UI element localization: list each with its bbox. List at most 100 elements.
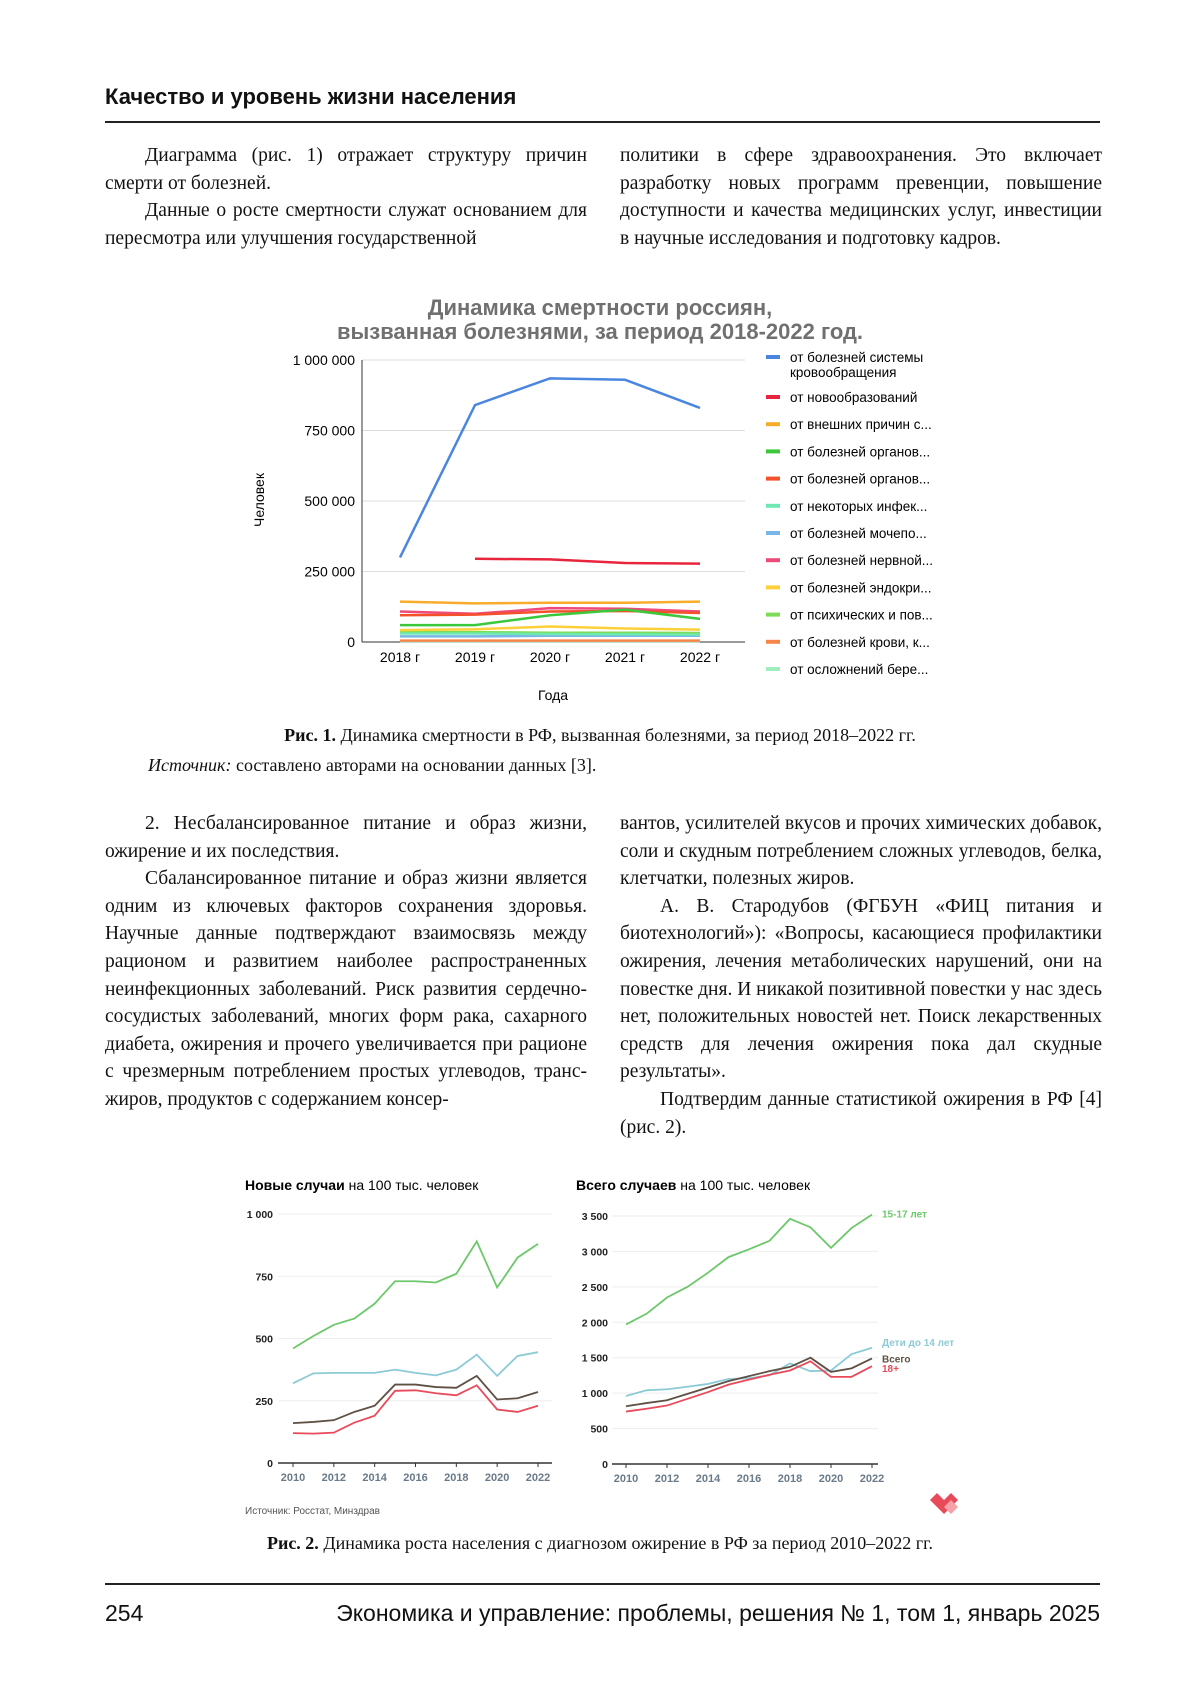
legend-label: от болезней мочепо... (790, 526, 927, 541)
source-text: составлено авторами на основании данных … (231, 755, 596, 775)
x-tick-label: 2018 (444, 1472, 468, 1484)
x-tick-label: 2016 (737, 1473, 761, 1485)
paragraph: Диаграмма (рис. 1) отражает структуру пр… (105, 142, 587, 197)
legend-label: от болезней органов... (790, 444, 930, 459)
series-line (626, 1215, 872, 1325)
legend-label: от болезней нервной... (790, 553, 933, 568)
series-line (400, 636, 700, 637)
chart-title: вызванная болезнями, за период 2018-2022… (337, 319, 863, 344)
paragraph: А. В. Стародубов (ФГБУН «ФИЦ питания и б… (620, 893, 1102, 1086)
legend-label: от осложнений бере... (790, 662, 928, 677)
x-tick-label: 2018 г (380, 649, 420, 665)
y-tick-label: 2 500 (582, 1282, 608, 1294)
y-tick-label: 0 (347, 634, 355, 650)
figure1-source: Источник: составлено авторами на основан… (148, 755, 596, 776)
y-tick-label: 1 000 (247, 1209, 273, 1221)
panel-title-rest: на 100 тыс. человек (345, 1177, 480, 1193)
x-tick-label: 2020 (485, 1472, 509, 1484)
legend-label: от болезней системы (790, 350, 923, 365)
panel-title-bold: Новые случаи (245, 1177, 345, 1193)
series-line (293, 1241, 538, 1348)
y-tick-label: 1 000 (582, 1388, 608, 1400)
y-tick-label: 250 (255, 1396, 273, 1408)
chart-title: Динамика смертности россиян, (428, 295, 772, 320)
top-right-column: политики в сфере здравоохранения. Это вк… (620, 142, 1102, 252)
x-tick-label: 2022 (526, 1472, 550, 1484)
legend-label: кровообращения (790, 365, 896, 380)
series-label: Дети до 14 лет (882, 1338, 954, 1349)
caption-label: Рис. 1. (284, 725, 336, 745)
y-tick-label: 500 (590, 1424, 608, 1436)
series-line (293, 1376, 538, 1423)
x-tick-label: 2020 г (530, 649, 570, 665)
series-line (293, 1385, 538, 1433)
paragraph: политики в сфере здравоохранения. Это вк… (620, 142, 1102, 252)
caption-label: Рис. 2. (267, 1533, 319, 1553)
journal-title: Экономика и управление: проблемы, решени… (336, 1600, 1100, 1627)
series-line (400, 602, 700, 604)
series-line (400, 378, 700, 557)
figure2-caption: Рис. 2. Динамика роста населения с диагн… (0, 1533, 1200, 1554)
x-tick-label: 2018 (778, 1473, 802, 1485)
y-tick-label: 3 500 (582, 1211, 608, 1223)
x-tick-label: 2012 (322, 1472, 346, 1484)
y-tick-label: 2 000 (582, 1317, 608, 1329)
legend-label: от болезней органов... (790, 472, 930, 487)
y-tick-label: 250 000 (304, 564, 355, 580)
panel-title-rest: на 100 тыс. человек (676, 1177, 811, 1193)
series-line (475, 559, 700, 564)
header-rule (105, 121, 1100, 123)
paragraph: 2. Несбалансированное питание и образ жи… (105, 810, 587, 865)
paragraph: Сбалансированное питание и образ жизни я… (105, 865, 587, 1113)
x-tick-label: 2014 (362, 1472, 387, 1484)
x-tick-label: 2016 (403, 1472, 427, 1484)
legend-label: от некоторых инфек... (790, 499, 927, 514)
series-label: 18+ (882, 1364, 899, 1375)
legend-label: от болезней эндокри... (790, 580, 932, 595)
x-tick-label: 2014 (696, 1473, 721, 1485)
series-label: 15-17 лет (882, 1210, 927, 1221)
figure1-chart: Динамика смертности россиян,вызванная бо… (0, 280, 1200, 710)
middle-right-column: вантов, усилителей вкусов и прочих химич… (620, 810, 1102, 1141)
x-tick-label: 2010 (281, 1472, 305, 1484)
top-left-column: Диаграмма (рис. 1) отражает структуру пр… (105, 142, 587, 252)
y-tick-label: 3 000 (582, 1246, 608, 1258)
panel-title: Всего случаев на 100 тыс. человек (576, 1177, 811, 1193)
legend-label: от болезней крови, к... (790, 635, 930, 650)
page-number: 254 (105, 1600, 143, 1627)
panel-title-bold: Всего случаев (576, 1177, 677, 1193)
y-tick-label: 1 500 (582, 1353, 608, 1365)
series-line (626, 1358, 872, 1407)
legend-label: от новообразований (790, 390, 917, 405)
y-tick-label: 500 (255, 1334, 273, 1346)
y-tick-label: 0 (602, 1459, 608, 1471)
series-line (400, 634, 700, 635)
legend-label: от психических и пов... (790, 608, 933, 623)
x-tick-label: 2010 (614, 1473, 638, 1485)
figure1-caption: Рис. 1. Динамика смертности в РФ, вызван… (0, 725, 1200, 746)
x-tick-label: 2022 (860, 1473, 884, 1485)
y-tick-label: 500 000 (304, 493, 355, 509)
y-tick-label: 750 (255, 1271, 273, 1283)
x-tick-label: 2019 г (455, 649, 495, 665)
y-tick-label: 0 (267, 1458, 273, 1470)
figure-source: Источник: Росстат, Минздрав (245, 1506, 380, 1517)
series-line (626, 1361, 872, 1411)
paragraph: вантов, усилителей вкусов и прочих химич… (620, 810, 1102, 893)
y-axis-label: Человек (251, 472, 267, 527)
caption-text: Динамика смертности в РФ, вызванная боле… (336, 725, 916, 745)
x-tick-label: 2020 (819, 1473, 843, 1485)
series-line (293, 1352, 538, 1383)
x-tick-label: 2021 г (605, 649, 645, 665)
legend-label: от внешних причин с... (790, 417, 932, 432)
caption-text: Динамика роста населения с диагнозом ожи… (319, 1533, 933, 1553)
x-axis-label: Года (538, 687, 568, 703)
paragraph: Данные о росте смертности служат основан… (105, 197, 587, 252)
figure2-charts: Новые случаи на 100 тыс. человек 0 250 500 7… (0, 1160, 1200, 1530)
x-tick-label: 2012 (655, 1473, 679, 1485)
source-label: Источник: (148, 755, 231, 775)
y-tick-label: 1 000 000 (293, 352, 355, 368)
footer-rule (105, 1583, 1100, 1585)
series-line (400, 626, 700, 630)
middle-left-column: 2. Несбалансированное питание и образ жи… (105, 810, 587, 1114)
